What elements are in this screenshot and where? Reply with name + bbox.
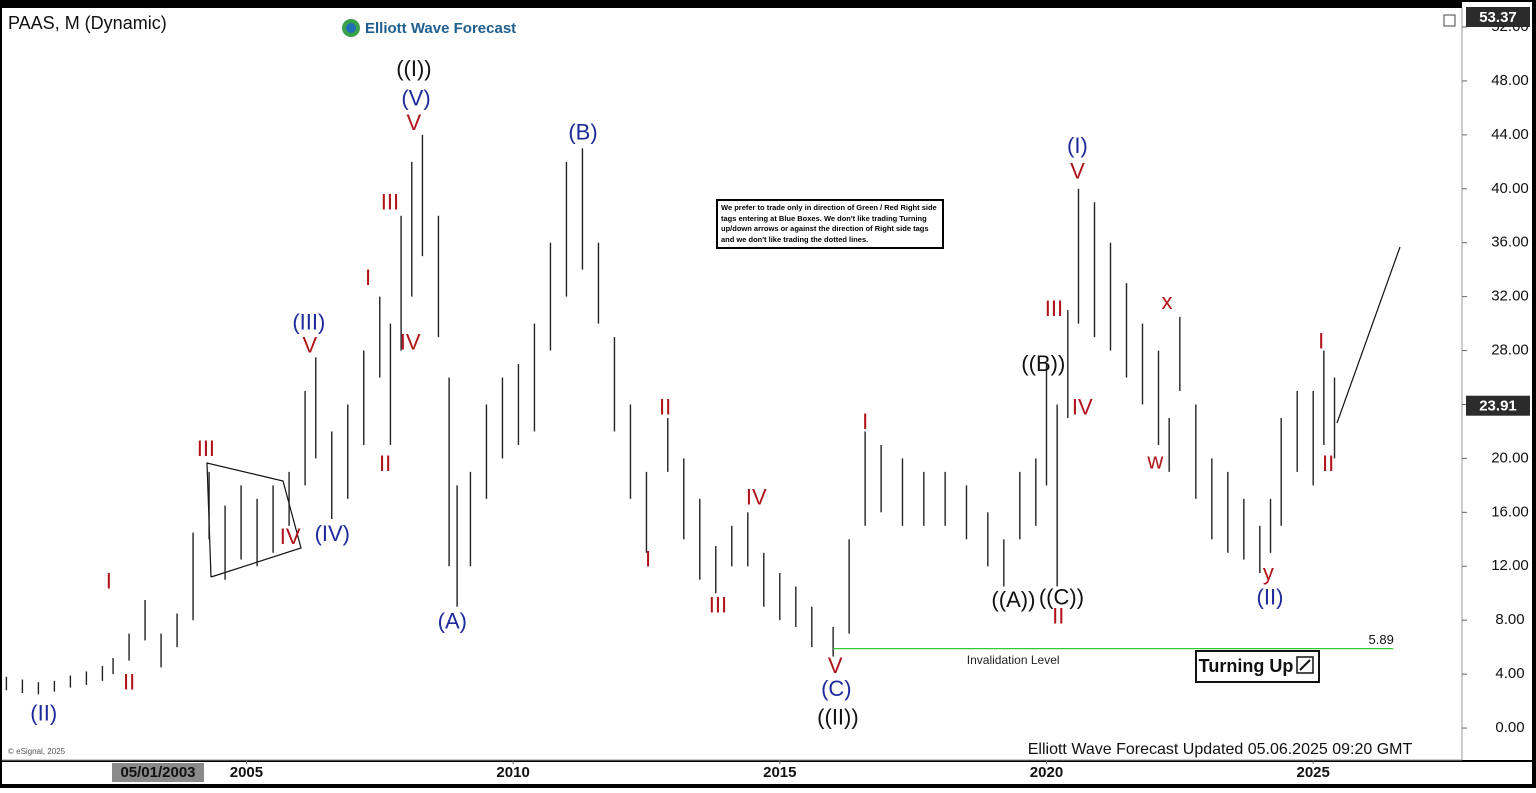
wave-label: ((II)) xyxy=(817,704,859,729)
wave-label: I xyxy=(1318,328,1324,353)
wave-label: ((A)) xyxy=(991,587,1035,612)
logo-icon xyxy=(346,23,356,33)
wave-label: (II) xyxy=(1257,584,1284,609)
icon xyxy=(1443,14,1456,27)
wave-label: III xyxy=(381,189,399,214)
wave-label: II xyxy=(379,451,391,476)
y-tick-label: 44.00 xyxy=(1491,126,1529,143)
wave-label: (II) xyxy=(30,700,57,725)
signal-icon xyxy=(1299,659,1311,671)
wave-label: II xyxy=(1052,603,1064,628)
y-tick-label: 4.00 xyxy=(1495,665,1524,682)
wave-label: IV xyxy=(400,330,421,355)
wave-label: (IV) xyxy=(315,521,350,546)
wave-label: (I) xyxy=(1067,133,1088,158)
wave-label: III xyxy=(709,593,727,618)
wave-label: V xyxy=(1070,158,1085,183)
price-tag xyxy=(1466,395,1530,416)
source: © eSignal, 2025 xyxy=(8,747,66,756)
cursor-box xyxy=(112,763,204,782)
invalidation-value: 5.89 xyxy=(1369,632,1394,647)
y-tick-label: 12.00 xyxy=(1491,557,1529,574)
wave-label: I xyxy=(365,265,371,290)
footer: Elliott Wave Forecast Updated 05.06.2025… xyxy=(1028,741,1413,758)
wave-label: IV xyxy=(280,524,301,549)
chart-title: PAAS, M (Dynamic) xyxy=(8,13,167,33)
logo: Elliott Wave Forecast xyxy=(342,19,516,37)
y-tick-label: 48.00 xyxy=(1491,72,1529,89)
y-tick-label: 8.00 xyxy=(1495,611,1524,628)
y-tick-label: 40.00 xyxy=(1491,180,1529,197)
wave-label: IV xyxy=(746,485,767,510)
y-tick-label: 28.00 xyxy=(1491,342,1529,359)
wave-label: II xyxy=(123,669,135,694)
wave-label: (A) xyxy=(438,609,467,634)
wave-label: (III) xyxy=(292,309,325,334)
wave-label: I xyxy=(645,547,651,572)
wave-label: (V) xyxy=(401,86,430,111)
wave-label: x xyxy=(1162,289,1173,314)
wave-label: y xyxy=(1263,560,1274,585)
wave-label: V xyxy=(828,653,843,678)
x-tick-label: 2020 xyxy=(1030,764,1063,781)
signal: Turning Up xyxy=(1199,656,1294,676)
wave-label: IV xyxy=(1072,394,1093,419)
wave-label: II xyxy=(659,394,671,419)
wave-label: (B) xyxy=(568,119,597,144)
x-tick-label: 2010 xyxy=(496,764,529,781)
y-tick-label: 16.00 xyxy=(1491,503,1529,520)
projection-line xyxy=(1336,246,1401,424)
wave-label: III xyxy=(197,436,215,461)
y-axis-panel xyxy=(1462,2,1532,760)
price-tag-label: 53.37 xyxy=(1479,9,1517,26)
price-tag-label: 23.91 xyxy=(1479,398,1517,415)
price-tag xyxy=(1466,7,1530,27)
wave-label: w xyxy=(1146,448,1163,473)
note: We prefer to trade only in direction of … xyxy=(716,199,944,249)
brand: Elliott Wave Forecast xyxy=(365,20,516,37)
wave-label: (C) xyxy=(821,676,852,701)
wave-label: III xyxy=(1045,296,1063,321)
invalidation-label: Invalidation Level xyxy=(967,653,1060,667)
x-tick-label: 2025 xyxy=(1296,764,1329,781)
wave-label: V xyxy=(303,332,318,357)
wave-label: I xyxy=(862,409,868,434)
x-tick-label: 2005 xyxy=(230,764,263,781)
triangle xyxy=(206,462,302,578)
wave-label: II xyxy=(1322,451,1334,476)
wave-label: I xyxy=(106,568,112,593)
wave-label: ((B)) xyxy=(1021,351,1065,376)
wave-label: ((I)) xyxy=(396,56,431,81)
plot-area xyxy=(2,8,1462,760)
y-tick-label: 32.00 xyxy=(1491,288,1529,305)
cursor-label: 05/01/2003 xyxy=(120,764,195,781)
wave-label: V xyxy=(407,110,422,135)
y-tick-label: 36.00 xyxy=(1491,234,1529,251)
x-axis-panel xyxy=(2,762,1532,784)
x-tick-label: 2015 xyxy=(763,764,796,781)
signal-box xyxy=(1195,650,1320,683)
signal-icon xyxy=(1296,656,1314,674)
y-tick-label: 20.00 xyxy=(1491,449,1529,466)
wave-label: ((C)) xyxy=(1039,584,1084,609)
y-tick-label: 0.00 xyxy=(1495,719,1524,736)
